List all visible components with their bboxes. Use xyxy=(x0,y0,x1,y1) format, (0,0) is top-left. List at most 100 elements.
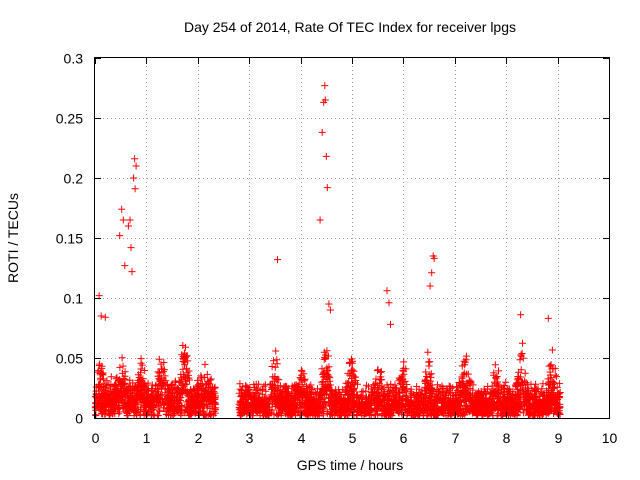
data-point xyxy=(385,411,393,419)
y-tick-label: 0.3 xyxy=(64,51,84,67)
data-point xyxy=(283,390,291,398)
data-point xyxy=(115,377,123,385)
data-point xyxy=(490,400,497,408)
data-point xyxy=(484,383,492,390)
data-point xyxy=(450,405,458,413)
data-point xyxy=(240,389,248,397)
data-point xyxy=(297,400,305,408)
data-point xyxy=(514,391,522,399)
data-point xyxy=(187,389,195,397)
data-point xyxy=(185,374,193,382)
data-point xyxy=(510,400,518,408)
data-point xyxy=(508,393,516,401)
data-point xyxy=(319,369,327,377)
data-point xyxy=(268,363,276,370)
data-point xyxy=(262,403,270,411)
data-point xyxy=(207,390,215,397)
data-point xyxy=(380,405,388,413)
data-point xyxy=(544,314,552,322)
data-point xyxy=(97,390,105,398)
data-point xyxy=(484,410,492,418)
data-point xyxy=(466,381,474,389)
data-point xyxy=(417,405,425,413)
data-point xyxy=(208,410,216,418)
data-point xyxy=(91,393,99,400)
data-point xyxy=(365,407,373,414)
data-point xyxy=(319,378,327,385)
data-point xyxy=(313,404,320,412)
x-axis-label: GPS time / hours xyxy=(297,457,404,473)
data-point xyxy=(144,387,152,395)
data-point xyxy=(244,384,252,392)
data-point xyxy=(247,393,254,401)
data-point xyxy=(316,216,324,224)
data-point xyxy=(515,375,523,383)
data-point xyxy=(539,410,547,417)
data-point xyxy=(400,358,408,366)
data-point xyxy=(377,397,385,405)
data-point xyxy=(396,376,404,383)
data-point xyxy=(494,406,502,414)
data-point xyxy=(362,400,370,408)
data-point xyxy=(161,372,169,380)
data-point xyxy=(446,388,454,396)
plot-frame xyxy=(94,57,610,419)
data-point xyxy=(178,351,186,359)
data-point xyxy=(126,383,134,391)
data-point xyxy=(270,357,277,365)
data-point xyxy=(366,408,374,416)
data-point xyxy=(130,174,138,182)
data-point xyxy=(521,369,529,377)
data-point xyxy=(158,384,165,392)
y-tick-label: 0.2 xyxy=(64,171,84,187)
data-point xyxy=(271,373,279,380)
data-point xyxy=(427,400,435,408)
data-point xyxy=(372,379,379,387)
data-point xyxy=(301,375,309,383)
data-point xyxy=(323,184,331,192)
data-point xyxy=(449,384,457,392)
data-point xyxy=(132,162,140,170)
data-point xyxy=(173,407,181,415)
data-point xyxy=(386,386,394,394)
y-tick-label: 0.05 xyxy=(56,351,83,367)
data-point xyxy=(123,400,131,408)
y-tick-label: 0 xyxy=(75,411,83,427)
data-point xyxy=(162,377,170,385)
data-point xyxy=(349,372,357,380)
data-point xyxy=(381,409,389,417)
data-point xyxy=(482,389,490,397)
data-point xyxy=(440,407,448,415)
x-tick-label: 0 xyxy=(92,430,100,446)
data-point xyxy=(438,382,446,390)
data-point xyxy=(406,401,414,408)
data-point xyxy=(154,412,162,420)
data-point xyxy=(388,401,395,409)
data-point xyxy=(466,391,474,399)
data-point xyxy=(143,398,151,406)
data-point xyxy=(262,387,270,395)
data-point xyxy=(98,362,106,370)
data-point xyxy=(481,409,489,417)
data-point xyxy=(355,402,363,410)
data-point xyxy=(451,411,459,419)
data-point xyxy=(97,374,105,382)
data-point xyxy=(108,391,116,399)
data-point xyxy=(326,306,334,314)
data-point xyxy=(408,390,416,398)
data-point xyxy=(106,398,114,406)
data-point xyxy=(118,205,126,213)
data-point xyxy=(512,381,520,389)
data-point xyxy=(118,354,126,362)
data-point xyxy=(177,390,184,398)
data-point xyxy=(110,381,118,389)
data-point xyxy=(115,401,123,409)
data-point xyxy=(459,371,467,379)
data-point xyxy=(490,388,498,396)
data-point xyxy=(105,409,113,417)
data-point xyxy=(273,360,281,368)
data-point xyxy=(101,379,109,387)
data-point xyxy=(289,403,297,411)
data-point xyxy=(362,387,370,395)
data-point xyxy=(319,384,327,392)
